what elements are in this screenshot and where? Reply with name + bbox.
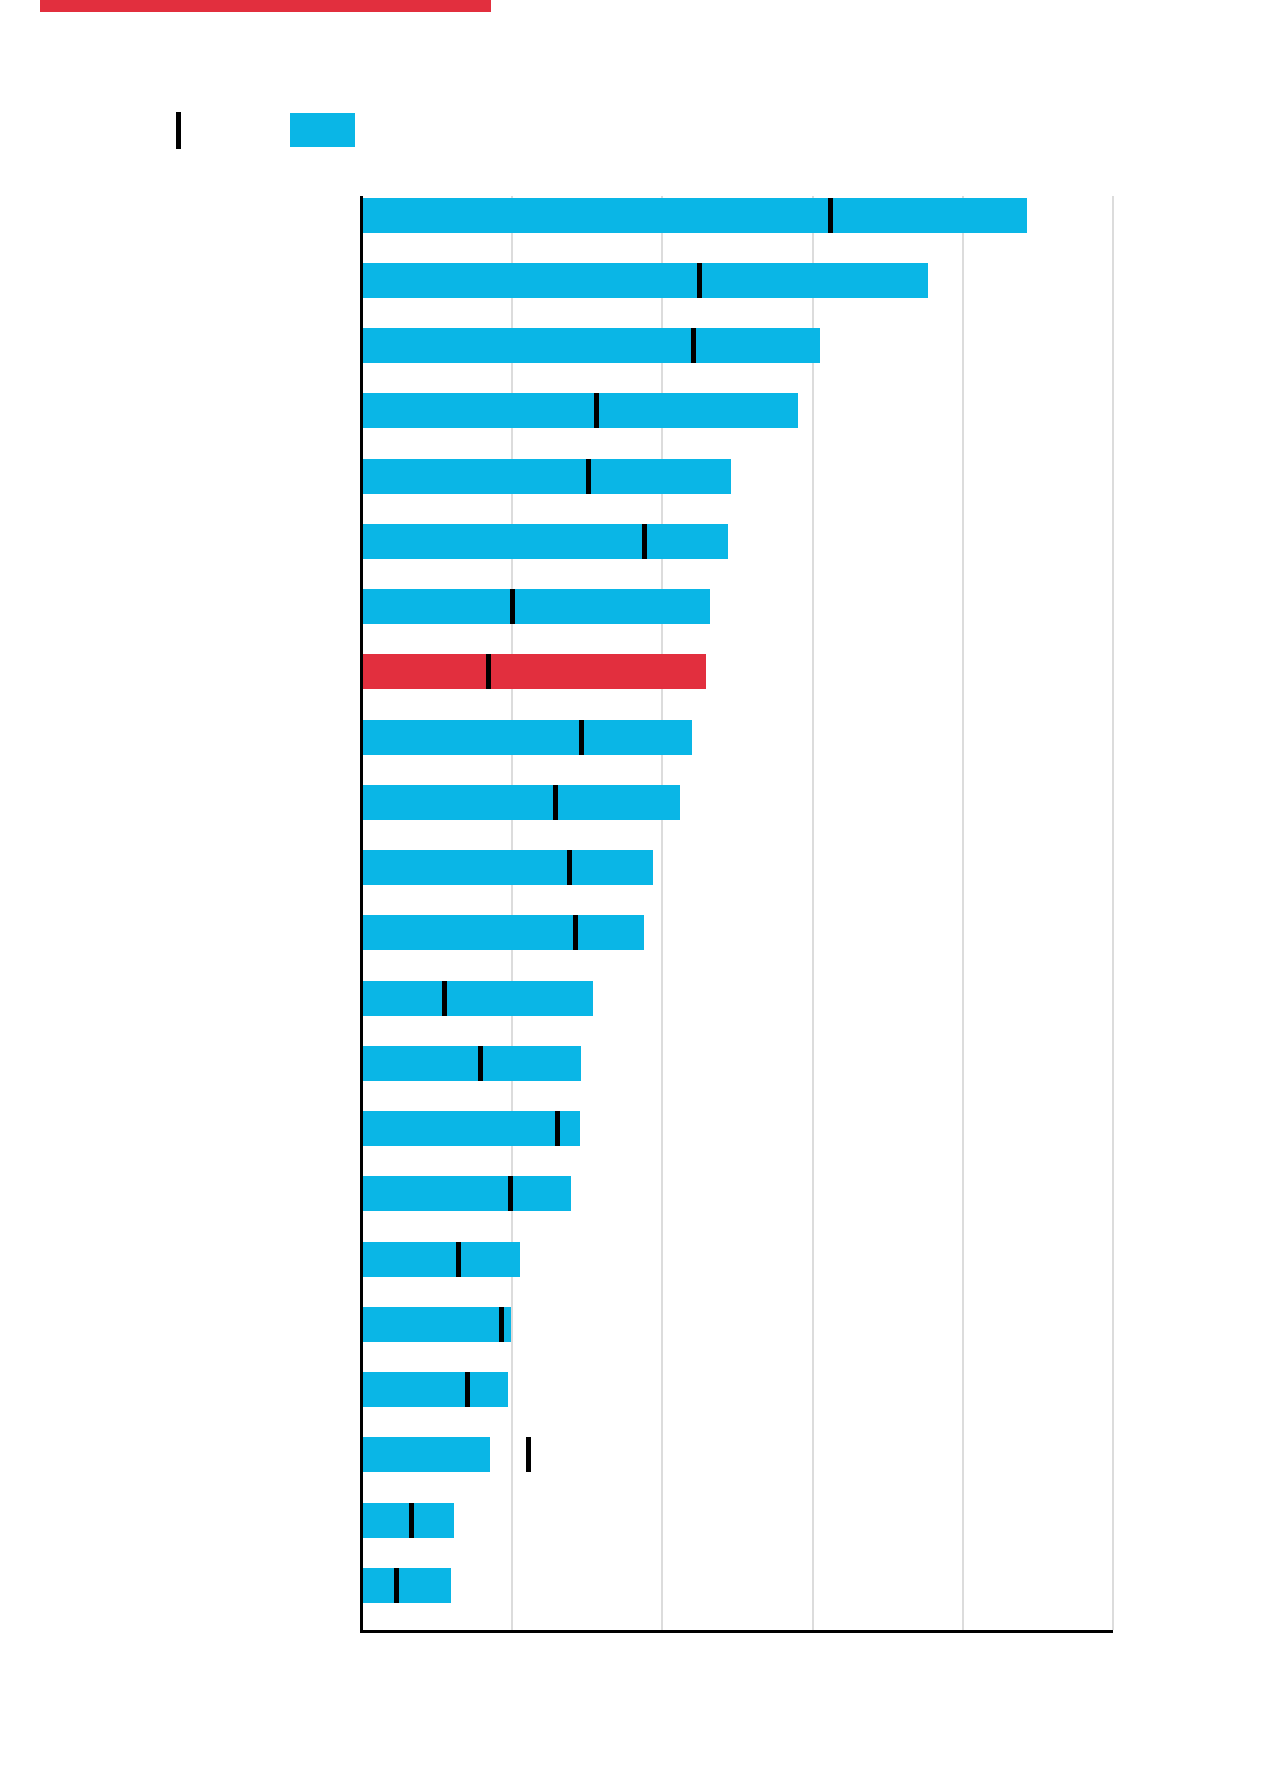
bar-tick-marker [578, 719, 584, 755]
bar-tick-marker [526, 1437, 532, 1473]
bar [363, 1306, 511, 1342]
bar [363, 1372, 508, 1407]
bar-tick-marker [641, 523, 647, 559]
bar-tick-marker [442, 980, 448, 1016]
bar [363, 654, 706, 690]
bar [363, 589, 711, 624]
bar-tick-marker [394, 1567, 400, 1603]
bar [363, 1567, 451, 1603]
bar-tick-marker [509, 589, 515, 624]
bar [363, 850, 654, 885]
bar-tick-marker [828, 197, 834, 233]
bar [363, 1176, 571, 1212]
bar [363, 980, 594, 1016]
gridline [961, 196, 964, 1630]
top-red-tag [40, 0, 491, 12]
bar [363, 1111, 580, 1146]
bar [363, 262, 929, 298]
legend-bar-swatch [290, 113, 355, 147]
bar-tick-marker [409, 1502, 415, 1538]
bar [363, 719, 693, 755]
bar [363, 1241, 520, 1277]
bar [363, 1045, 582, 1081]
gridline [1112, 196, 1114, 1630]
gridline [511, 196, 514, 1630]
bar-tick-marker [593, 393, 599, 429]
x-axis-line [360, 1630, 1113, 1633]
bar-tick-marker [455, 1241, 461, 1277]
bar-tick-marker [586, 458, 592, 494]
y-axis-line [360, 196, 363, 1633]
bar-tick-marker [485, 654, 491, 690]
bar [363, 915, 645, 951]
bar [363, 458, 732, 494]
bar [363, 197, 1028, 233]
bar-tick-marker [697, 262, 703, 298]
bar [363, 393, 798, 429]
bar [363, 328, 821, 363]
bar-tick-marker [691, 328, 697, 363]
bar [363, 1437, 490, 1473]
bar-tick-marker [499, 1306, 505, 1342]
legend-marker-swatch [176, 112, 181, 149]
gridline [661, 196, 664, 1630]
bar-tick-marker [464, 1372, 470, 1407]
bar-tick-marker [478, 1045, 484, 1081]
bar [363, 784, 681, 820]
bar-tick-marker [572, 915, 578, 951]
bar-tick-marker [554, 1111, 560, 1146]
bar-tick-marker [553, 784, 559, 820]
bar [363, 1502, 454, 1538]
bar-tick-marker [508, 1176, 514, 1212]
gridline [811, 196, 814, 1630]
bar [363, 523, 729, 559]
bar-tick-marker [566, 850, 572, 885]
